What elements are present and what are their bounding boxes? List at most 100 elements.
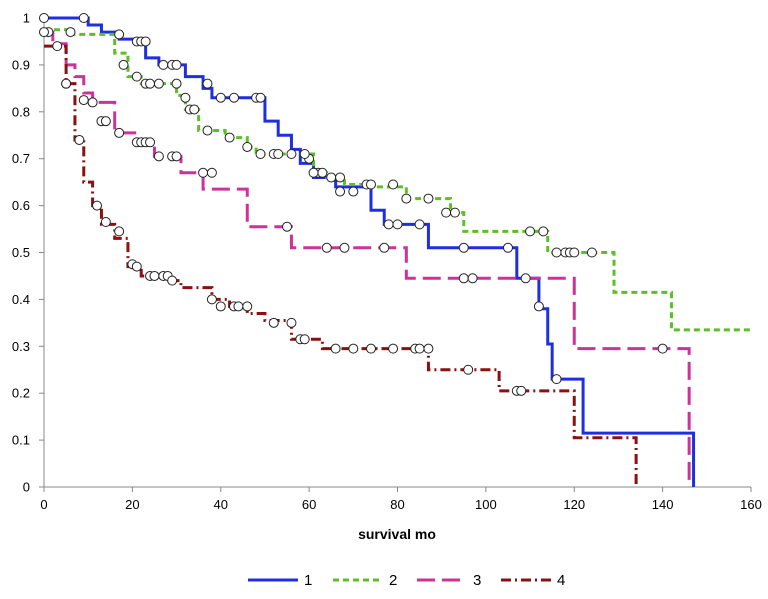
x-tick-label: 100 — [475, 497, 497, 512]
series-1-censor-mark — [171, 59, 182, 70]
series-2-censor-mark — [569, 247, 580, 258]
series-2-censor-mark — [131, 71, 142, 82]
series-2-line — [44, 28, 751, 332]
series-4-censor-mark — [74, 134, 85, 145]
series-1-censor-mark — [392, 219, 403, 230]
series-2-censor-mark — [202, 125, 213, 136]
series-1-censor-mark — [551, 374, 562, 385]
y-tick-label: 0.9 — [12, 57, 30, 72]
series-1-censor-mark — [317, 167, 328, 178]
series-3-censor-mark — [206, 167, 217, 178]
series-2-censor-mark — [388, 179, 399, 190]
series-4-censor-mark — [114, 226, 125, 237]
series-1-censor-mark — [78, 13, 89, 23]
x-tick-label: 20 — [125, 497, 139, 512]
x-tick-label: 160 — [740, 497, 762, 512]
series-2-censor-mark — [308, 167, 319, 178]
y-tick-label: 0.3 — [12, 339, 30, 354]
series-1-censor-mark — [140, 36, 151, 47]
series-3-censor-mark — [114, 127, 125, 138]
series-2-censor-mark — [153, 78, 164, 89]
series-4-censor-mark — [92, 200, 103, 211]
series-2-censor-mark — [273, 149, 284, 160]
series-4-censor-mark — [268, 317, 279, 328]
series-2-censor-mark — [423, 193, 434, 204]
series-1-censor-mark — [158, 59, 169, 70]
series-4-censor-mark — [61, 78, 72, 89]
x-tick-label: 80 — [390, 497, 404, 512]
series-1-censor-mark — [414, 219, 425, 230]
series-4-censor-mark — [463, 364, 474, 375]
series-4-censor-mark — [516, 385, 527, 396]
y-tick-label: 0.6 — [12, 198, 30, 213]
series-1-censor-mark — [215, 92, 226, 103]
series-2-censor-mark — [118, 59, 129, 70]
series-3-censor-mark — [198, 167, 209, 178]
series-2-censor-mark — [255, 149, 266, 160]
legend-label-3: 3 — [473, 572, 481, 589]
series-2-censor-mark — [242, 141, 253, 152]
series-4-censor-mark — [388, 343, 399, 354]
series-1-censor-mark — [229, 92, 240, 103]
series-4-censor-mark — [215, 301, 226, 312]
series-1-censor-mark — [520, 273, 531, 284]
series-2-censor-mark — [551, 247, 562, 258]
series-1-censor-mark — [348, 186, 359, 197]
series-2-censor-mark — [65, 27, 76, 38]
series-2-censor-mark — [286, 149, 297, 160]
series-3-censor-mark — [339, 242, 350, 253]
series-2-censor-mark — [224, 132, 235, 143]
series-4-censor-mark — [299, 334, 310, 345]
series-2-censor-mark — [365, 179, 376, 190]
series-2-censor-mark — [326, 172, 337, 183]
y-tick-label: 0.7 — [12, 151, 30, 166]
series-3-line — [44, 30, 691, 487]
series-2-censor-mark — [171, 78, 182, 89]
series-3-censor-mark — [321, 242, 332, 253]
series-3-censor-mark — [100, 116, 111, 127]
y-tick-label: 0.8 — [12, 104, 30, 119]
series-4-censor-mark — [242, 301, 253, 312]
series-1-censor-mark — [533, 301, 544, 312]
series-4-censor-mark — [100, 217, 111, 228]
series-3-censor-mark — [282, 221, 293, 232]
series-1-censor-mark — [383, 219, 394, 230]
series-4-censor-mark — [365, 343, 376, 354]
series-4-censor-mark — [414, 343, 425, 354]
series-1-censor-mark — [39, 13, 49, 23]
x-tick-label: 0 — [40, 497, 47, 512]
series-4-censor-mark — [131, 261, 142, 272]
axes: 0 0.1 0.2 0.3 0.4 0.5 0.6 0.7 0.8 0.9 1 0 20 40 60 80 10… — [12, 11, 762, 513]
series-4-censor-mark — [52, 41, 63, 52]
legend-label-4: 4 — [557, 572, 565, 589]
series-2-censor-mark — [335, 172, 346, 183]
series-4-line — [44, 44, 638, 487]
series-2-censor-mark — [401, 193, 412, 204]
y-tick-label: 0 — [23, 480, 30, 495]
series-1-censor-mark — [458, 242, 469, 253]
y-tick-label: 0.2 — [12, 386, 30, 401]
series-1-censor-mark — [335, 186, 346, 197]
series-2-censor-mark — [449, 207, 460, 218]
series-4-censor-mark — [233, 301, 244, 312]
series-2-censor-mark — [441, 207, 452, 218]
series-3-censor-mark — [153, 151, 164, 162]
series-2-censor-mark — [525, 226, 536, 237]
series-3-censor-mark — [458, 273, 469, 284]
y-tick-label: 1 — [23, 11, 30, 26]
legend-label-1: 1 — [304, 572, 312, 589]
series-2-censor-mark — [114, 29, 125, 40]
series-4-censor-mark — [330, 343, 341, 354]
series-2-censor-mark — [189, 104, 200, 115]
series-4-censor-mark — [149, 270, 160, 281]
legend: 1 2 3 4 — [248, 572, 565, 589]
x-axis-title: survival mo — [358, 526, 436, 542]
series-1-censor-mark — [502, 242, 513, 253]
series-4-censor-mark — [423, 343, 434, 354]
y-tick-label: 0.1 — [12, 433, 30, 448]
series-2-censor-mark — [586, 247, 597, 258]
series-1-censor-mark — [255, 92, 266, 103]
series-3-censor-mark — [379, 242, 390, 253]
series-3-censor-mark — [39, 27, 49, 38]
